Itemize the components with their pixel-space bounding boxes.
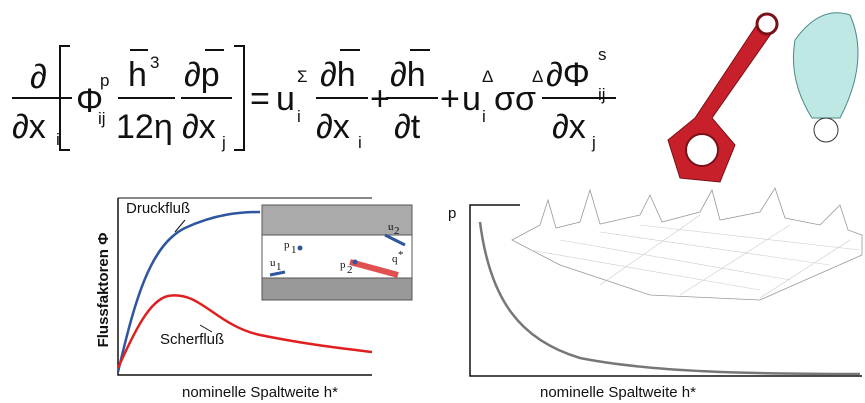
curve-label: Druckfluß bbox=[126, 200, 190, 217]
eq-token: s bbox=[598, 45, 607, 64]
x-axis-label: nominelle Spaltweite h* bbox=[540, 384, 696, 401]
eq-token: + bbox=[370, 80, 390, 118]
x-axis-label: nominelle Spaltweite h* bbox=[182, 384, 338, 401]
inset-label: p bbox=[340, 259, 346, 271]
eq-token: ∂h bbox=[390, 56, 426, 94]
bearing-model bbox=[793, 13, 858, 142]
inset-label: 1 bbox=[291, 244, 297, 256]
eq-token: ∂x bbox=[182, 108, 216, 146]
eq-token: ∂ bbox=[30, 58, 47, 96]
eq-token: ij bbox=[598, 85, 606, 104]
right-chart bbox=[470, 188, 862, 376]
equation-text: ∂ ∂x i Φ p ij h 3 12η ∂p ∂x j = u Σ i ∂h… bbox=[12, 45, 607, 152]
eq-token: ∂Φ bbox=[546, 56, 590, 94]
curve-label: Scherfluß bbox=[160, 331, 224, 348]
eq-token: ∂p bbox=[184, 56, 220, 94]
bracket bbox=[234, 46, 244, 150]
eq-token: p bbox=[100, 71, 109, 90]
eq-token: u bbox=[462, 80, 481, 118]
eq-token: + bbox=[440, 80, 460, 118]
connecting-rod bbox=[668, 14, 777, 182]
inset-label: p bbox=[284, 239, 290, 251]
eq-token: ∂x bbox=[552, 108, 586, 146]
eq-token: 3 bbox=[150, 53, 159, 72]
y-axis-label: p bbox=[448, 205, 456, 222]
inset-label: 2 bbox=[347, 264, 353, 276]
eq-token: ∂h bbox=[320, 56, 356, 94]
eq-token: i bbox=[482, 107, 486, 126]
left-chart bbox=[118, 198, 412, 375]
inset-label: 2 bbox=[394, 225, 400, 237]
eq-token: ∂x bbox=[12, 108, 46, 146]
eq-token: Δ bbox=[532, 67, 543, 86]
eq-token: ∂x bbox=[316, 108, 350, 146]
eq-token: i bbox=[56, 130, 60, 149]
eq-token: Δ bbox=[482, 67, 493, 86]
eq-token: Σ bbox=[297, 67, 308, 86]
eq-token: ∂t bbox=[394, 108, 421, 146]
y-axis-label: Flussfaktoren Φ bbox=[95, 233, 112, 348]
eq-token: ij bbox=[98, 109, 106, 128]
eq-token: u bbox=[276, 80, 295, 118]
eq-token: i bbox=[358, 133, 362, 152]
inset-label: * bbox=[398, 249, 404, 261]
eq-token: σσ bbox=[494, 80, 536, 118]
eq-token: 12η bbox=[116, 108, 173, 146]
eq-token: = bbox=[250, 80, 270, 118]
eq-token: i bbox=[297, 107, 301, 126]
eq-token: j bbox=[591, 133, 596, 152]
slide: ∂ ∂x i Φ p ij h 3 12η ∂p ∂x j = u Σ i ∂h… bbox=[0, 0, 865, 403]
eq-token: j bbox=[221, 133, 226, 152]
eq-token: h bbox=[128, 56, 147, 94]
inset-label: 1 bbox=[276, 261, 282, 273]
